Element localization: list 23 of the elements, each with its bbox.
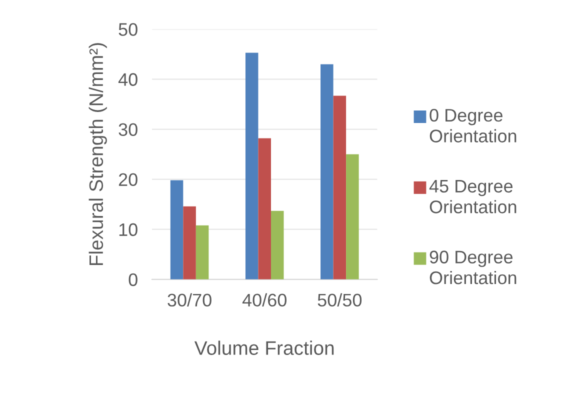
y-tick-label: 20 xyxy=(118,173,138,186)
bar xyxy=(258,138,271,280)
bar xyxy=(346,154,359,280)
legend-label: 90 Degree Orientation xyxy=(430,250,516,284)
x-tick-label: 50/50 xyxy=(318,293,362,307)
bar xyxy=(270,210,284,280)
y-axis-title: Flexural Strength (N/mm²) xyxy=(88,43,107,266)
legend-label: 45 Degree Orientation xyxy=(429,180,516,214)
y-tick-label: 10 xyxy=(119,223,138,236)
bar xyxy=(170,180,184,280)
y-tick-label: 50 xyxy=(118,23,138,36)
y-tick-label: 30 xyxy=(118,123,138,136)
y-tick-label: 0 xyxy=(128,273,138,286)
bar xyxy=(183,206,196,280)
bar xyxy=(333,96,346,280)
bar xyxy=(245,52,258,280)
legend-label: 0 Degree Orientation xyxy=(430,108,516,142)
x-tick-label: 40/60 xyxy=(242,293,286,307)
x-tick-label: 30/70 xyxy=(168,293,212,307)
bar xyxy=(320,64,334,280)
y-tick-label: 40 xyxy=(118,73,138,86)
bar xyxy=(196,225,209,280)
x-axis-title: Volume Fraction xyxy=(194,340,334,355)
